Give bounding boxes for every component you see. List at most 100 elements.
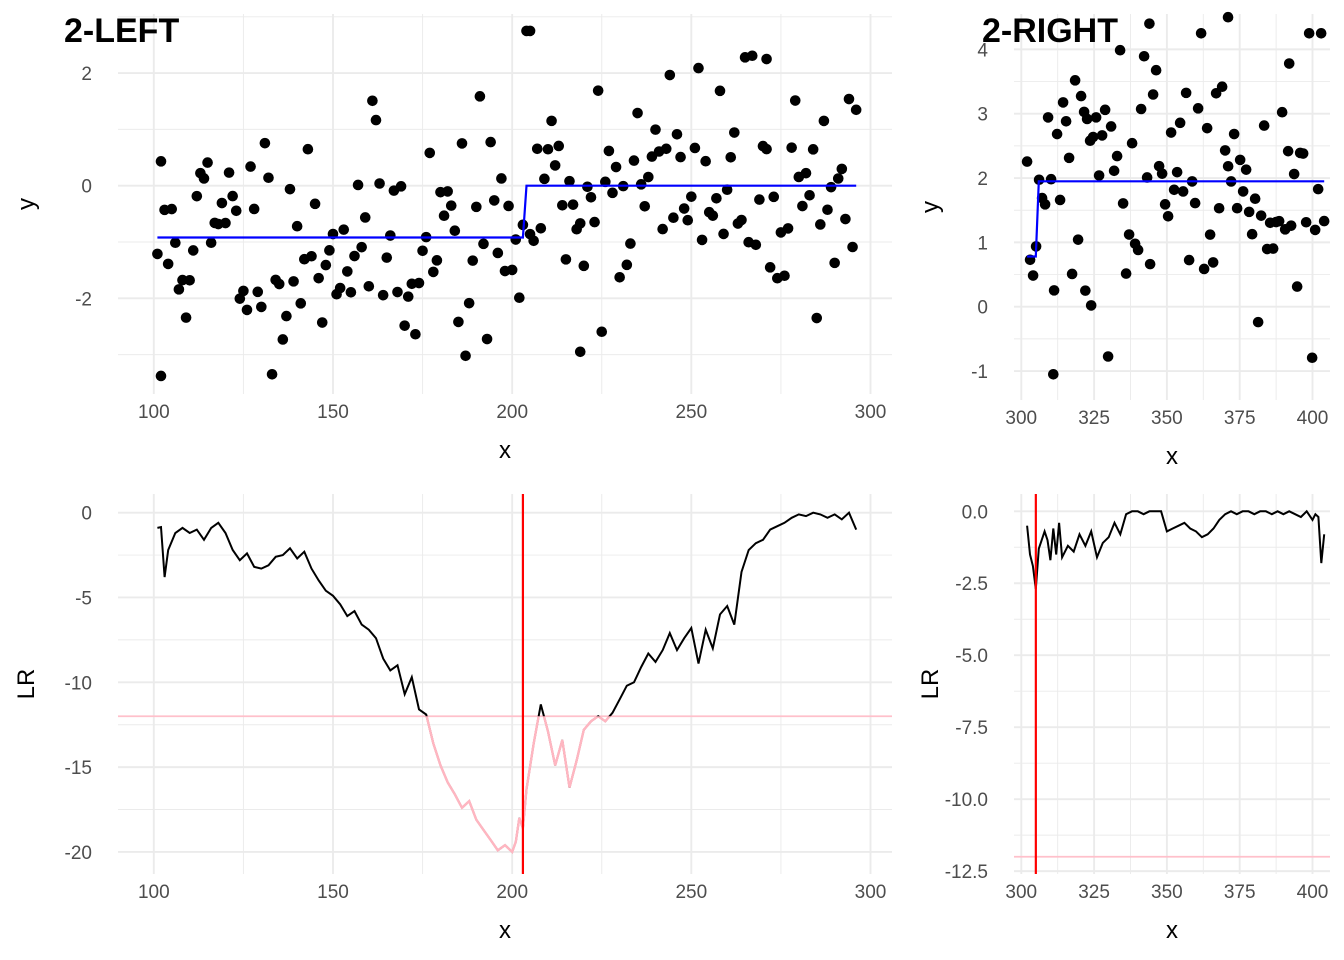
- data-point: [607, 187, 618, 199]
- data-point: [1045, 173, 1057, 185]
- data-point: [829, 257, 840, 269]
- data-point: [374, 178, 385, 189]
- data-point: [1069, 75, 1081, 86]
- data-point: [592, 85, 604, 96]
- y-tick-label: -15: [65, 758, 92, 779]
- data-point: [574, 346, 586, 358]
- data-point: [367, 95, 378, 107]
- data-point: [832, 173, 844, 184]
- data-point: [549, 160, 561, 171]
- data-point: [184, 274, 195, 286]
- data-point: [807, 144, 819, 155]
- data-point: [202, 157, 213, 168]
- data-point: [535, 223, 547, 234]
- data-point: [797, 200, 808, 212]
- y-axis-title: y: [13, 198, 40, 210]
- data-point: [804, 190, 815, 201]
- data-point: [288, 276, 299, 287]
- data-point: [657, 223, 668, 235]
- data-point: [1198, 263, 1210, 275]
- data-point: [582, 181, 593, 193]
- data-point: [377, 289, 389, 301]
- x-tick-label: 325: [1078, 408, 1110, 429]
- data-point: [248, 203, 260, 215]
- data-point: [782, 223, 794, 234]
- data-point: [1234, 154, 1246, 166]
- data-point: [238, 285, 249, 297]
- y-tick-label: 4: [977, 40, 988, 61]
- data-point: [1207, 257, 1219, 268]
- data-point: [1085, 300, 1097, 311]
- x-tick-label: 400: [1297, 882, 1329, 903]
- data-point: [589, 216, 600, 228]
- grid: [118, 14, 892, 394]
- x-tick-label: 200: [496, 882, 528, 903]
- data-point: [1222, 11, 1234, 23]
- y-tick-label: -2: [75, 289, 92, 310]
- data-point: [531, 143, 543, 155]
- data-point: [316, 317, 328, 328]
- data-point: [413, 277, 425, 289]
- y-tick-label: -2.5: [955, 574, 988, 595]
- data-point: [205, 237, 217, 249]
- data-point: [1303, 28, 1315, 39]
- data-point: [1144, 258, 1156, 270]
- data-point: [1228, 128, 1240, 140]
- data-point: [463, 297, 475, 309]
- data-point: [711, 192, 722, 204]
- data-point: [478, 238, 489, 250]
- data-point: [1099, 104, 1111, 116]
- data-point: [180, 312, 192, 323]
- data-point: [1195, 28, 1207, 39]
- data-point: [1255, 210, 1267, 221]
- data-point: [693, 62, 704, 74]
- panel-top-left-scatter: 100 150 200 250 300 -2 0 2 x y 2-LEFT: [13, 12, 892, 464]
- data-point: [764, 262, 776, 273]
- data-point: [510, 234, 522, 245]
- data-point: [1300, 216, 1312, 228]
- data-point: [230, 205, 242, 217]
- data-point: [1315, 28, 1327, 39]
- data-point: [1111, 150, 1123, 162]
- data-point: [1283, 58, 1295, 69]
- data-point: [800, 167, 812, 179]
- data-point: [632, 107, 643, 119]
- data-point: [1093, 170, 1105, 181]
- data-point: [485, 136, 496, 148]
- data-point: [514, 292, 525, 304]
- data-point: [227, 190, 238, 202]
- data-point: [173, 284, 185, 295]
- data-point: [456, 138, 468, 149]
- data-point: [625, 238, 636, 249]
- data-point: [736, 214, 747, 226]
- x-tick-label: 150: [317, 402, 349, 423]
- data-point: [1060, 115, 1072, 127]
- data-point: [187, 245, 199, 256]
- x-tick-label: 375: [1224, 408, 1256, 429]
- lr-series-line: [1026, 509, 1326, 590]
- data-point: [614, 271, 625, 283]
- fitted-step-line: [1027, 180, 1325, 258]
- data-point: [392, 286, 403, 298]
- data-point: [1054, 194, 1066, 206]
- data-point: [603, 145, 615, 157]
- data-point: [252, 286, 264, 298]
- data-point: [1048, 285, 1060, 296]
- data-point: [1144, 18, 1155, 29]
- data-point: [721, 184, 733, 196]
- data-point: [220, 217, 231, 229]
- y-tick-label: -10.0: [945, 790, 988, 811]
- data-point: [779, 270, 790, 282]
- data-point: [729, 127, 740, 138]
- data-point: [750, 239, 762, 251]
- data-point: [1072, 234, 1084, 245]
- data-point: [815, 219, 826, 230]
- data-point: [496, 173, 507, 184]
- data-point: [471, 201, 482, 213]
- x-tick-label: 100: [138, 402, 170, 423]
- y-axis-title: LR: [917, 669, 944, 700]
- data-point: [650, 124, 661, 135]
- data-point: [295, 298, 307, 309]
- x-tick-label: 250: [675, 882, 707, 903]
- data-point: [1105, 121, 1117, 132]
